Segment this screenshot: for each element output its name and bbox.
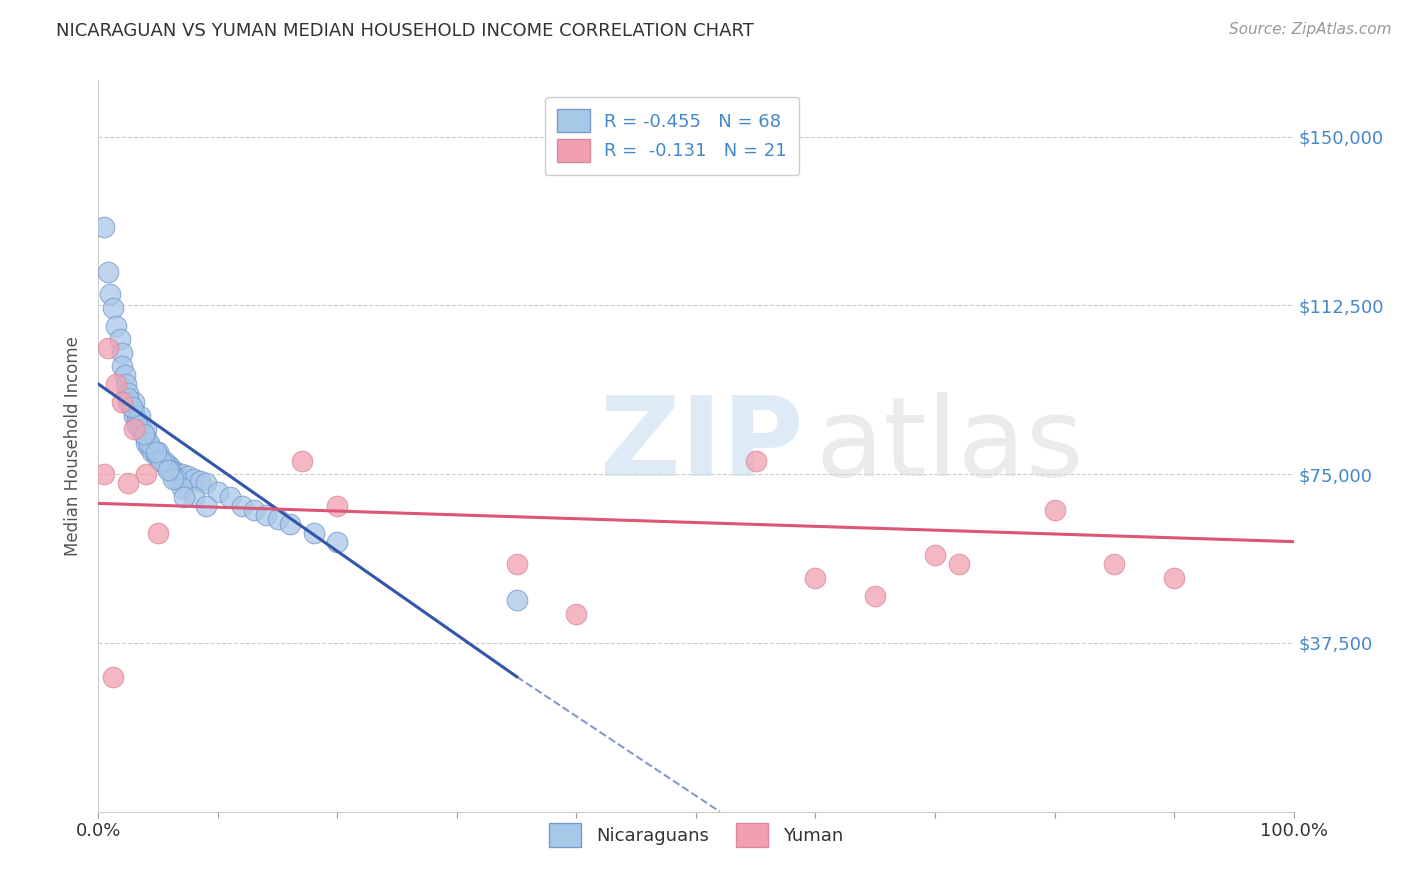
- Point: [326, 534, 349, 549]
- Point: [162, 472, 184, 486]
- Point: [135, 431, 157, 445]
- Point: [153, 453, 176, 467]
- Point: [149, 453, 172, 467]
- Point: [219, 490, 242, 504]
- Point: [165, 465, 187, 479]
- Point: [117, 476, 139, 491]
- Point: [267, 512, 290, 526]
- Point: [101, 301, 124, 315]
- Point: [124, 395, 146, 409]
- Point: [156, 458, 179, 472]
- Point: [148, 449, 170, 463]
- Point: [135, 422, 157, 436]
- Point: [865, 589, 887, 603]
- Point: [291, 453, 314, 467]
- Point: [326, 499, 349, 513]
- Text: NICARAGUAN VS YUMAN MEDIAN HOUSEHOLD INCOME CORRELATION CHART: NICARAGUAN VS YUMAN MEDIAN HOUSEHOLD INC…: [56, 22, 754, 40]
- Point: [132, 426, 155, 441]
- Point: [124, 422, 146, 436]
- Point: [804, 571, 827, 585]
- Point: [172, 481, 194, 495]
- Text: Source: ZipAtlas.com: Source: ZipAtlas.com: [1229, 22, 1392, 37]
- Point: [93, 467, 115, 482]
- Point: [165, 472, 187, 486]
- Point: [111, 345, 134, 359]
- Point: [97, 264, 120, 278]
- Point: [117, 386, 139, 401]
- Point: [278, 516, 301, 531]
- Point: [159, 462, 181, 476]
- Point: [114, 368, 136, 383]
- Point: [172, 467, 194, 482]
- Point: [195, 476, 218, 491]
- Point: [105, 318, 128, 333]
- Point: [111, 395, 134, 409]
- Point: [135, 467, 157, 482]
- Point: [97, 341, 120, 355]
- Point: [156, 462, 179, 476]
- Point: [125, 413, 148, 427]
- Point: [1043, 503, 1066, 517]
- Point: [124, 404, 146, 418]
- Point: [148, 451, 170, 466]
- Point: [1163, 571, 1185, 585]
- Point: [1104, 557, 1126, 571]
- Point: [125, 417, 148, 432]
- Point: [138, 435, 160, 450]
- Point: [132, 426, 155, 441]
- Point: [101, 670, 124, 684]
- Point: [948, 557, 970, 571]
- Point: [207, 485, 229, 500]
- Point: [138, 440, 160, 454]
- Point: [924, 548, 946, 562]
- Point: [188, 474, 211, 488]
- Point: [121, 400, 143, 414]
- Point: [506, 557, 529, 571]
- Point: [565, 607, 588, 621]
- Point: [98, 287, 122, 301]
- Point: [159, 460, 181, 475]
- Point: [135, 435, 157, 450]
- Point: [145, 444, 167, 458]
- Point: [111, 359, 134, 373]
- Point: [115, 377, 138, 392]
- Point: [149, 453, 172, 467]
- Point: [117, 391, 139, 405]
- Point: [141, 442, 163, 457]
- Point: [231, 499, 253, 513]
- Point: [254, 508, 277, 522]
- Point: [148, 444, 170, 458]
- Point: [108, 332, 131, 346]
- Point: [129, 422, 152, 436]
- Y-axis label: Median Household Income: Median Household Income: [65, 336, 83, 556]
- Text: ZIP: ZIP: [600, 392, 804, 500]
- Point: [506, 593, 529, 607]
- Point: [195, 499, 218, 513]
- Point: [105, 377, 128, 392]
- Legend: Nicaraguans, Yuman: Nicaraguans, Yuman: [541, 816, 851, 854]
- Point: [148, 525, 170, 540]
- Point: [129, 409, 152, 423]
- Point: [173, 490, 195, 504]
- Point: [93, 219, 115, 234]
- Point: [117, 395, 139, 409]
- Text: atlas: atlas: [815, 392, 1084, 500]
- Point: [145, 447, 167, 461]
- Point: [121, 400, 143, 414]
- Point: [302, 525, 325, 540]
- Point: [153, 456, 176, 470]
- Point: [183, 490, 205, 504]
- Point: [159, 462, 181, 476]
- Point: [141, 444, 163, 458]
- Point: [745, 453, 768, 467]
- Point: [243, 503, 266, 517]
- Point: [183, 472, 205, 486]
- Point: [177, 469, 200, 483]
- Point: [129, 417, 152, 432]
- Point: [124, 409, 146, 423]
